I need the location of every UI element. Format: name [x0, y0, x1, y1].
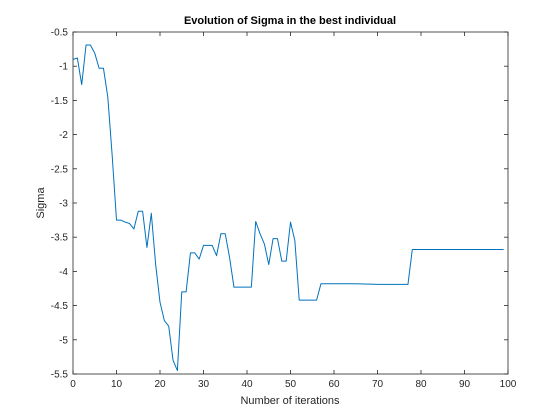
y-tick-label: -5.5 — [51, 370, 69, 381]
plot-area — [73, 32, 508, 374]
x-tick-label: 80 — [415, 379, 427, 390]
x-tick-label: 30 — [198, 379, 210, 390]
series-line-0 — [72, 44, 504, 372]
x-tick-label: 70 — [372, 379, 384, 390]
y-tick-label: -4.5 — [51, 301, 69, 312]
y-tick-label: -0.5 — [51, 28, 69, 39]
y-axis-ticks: -5.5 -5 -4.5 -4 -3.5 -3 -2.5 -2 -1.5 -1 -0.5 — [51, 28, 508, 381]
x-tick-label: 100 — [500, 379, 517, 390]
x-tick-label: 0 — [70, 379, 76, 390]
y-tick-label: -3 — [59, 199, 68, 210]
y-tick-label: -5 — [59, 335, 68, 346]
series-layer — [72, 44, 504, 372]
x-tick-label: 40 — [241, 379, 253, 390]
y-axis-label: Sigma — [35, 187, 47, 219]
y-tick-label: -3.5 — [51, 233, 69, 244]
y-tick-label: -1.5 — [51, 96, 69, 107]
y-tick-label: -4 — [59, 267, 68, 278]
x-tick-label: 50 — [285, 379, 297, 390]
x-tick-label: 90 — [459, 379, 471, 390]
x-tick-label: 10 — [111, 379, 123, 390]
chart-title: Evolution of Sigma in the best individua… — [184, 15, 396, 27]
x-tick-label: 20 — [154, 379, 166, 390]
y-tick-label: -2 — [59, 130, 68, 141]
y-tick-label: -1 — [59, 62, 68, 73]
x-axis-ticks: 0 10 20 30 40 50 60 70 80 90 100 — [70, 32, 517, 390]
x-axis-label: Number of iterations — [240, 395, 340, 407]
x-tick-label: 60 — [328, 379, 340, 390]
y-tick-label: -2.5 — [51, 164, 69, 175]
